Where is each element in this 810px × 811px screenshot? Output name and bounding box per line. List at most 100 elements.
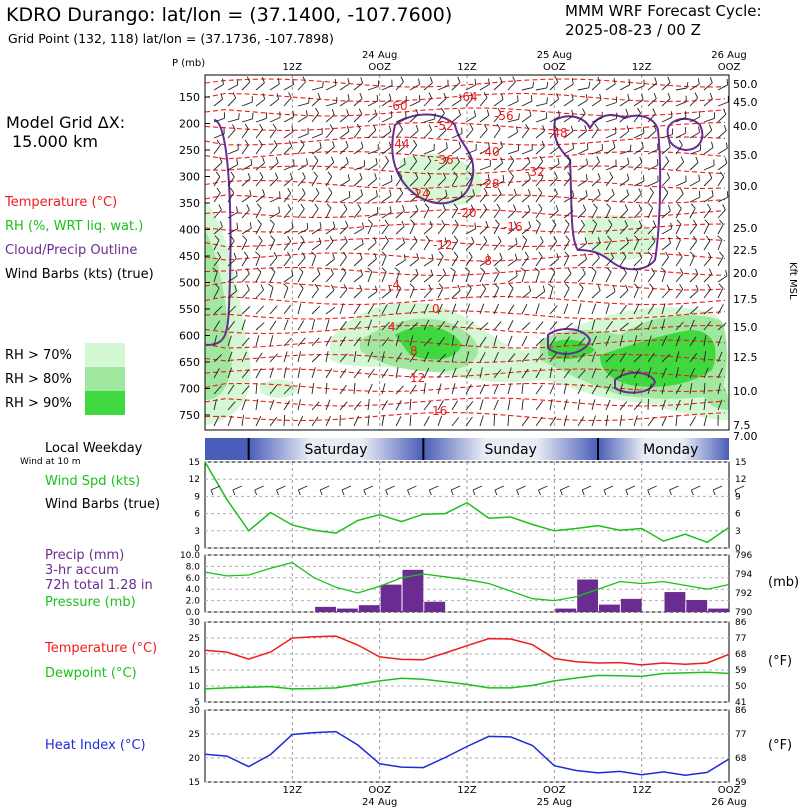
- wind-barb: [241, 204, 250, 219]
- isotherm-label: -48: [548, 126, 568, 140]
- wind-barb: [297, 188, 306, 203]
- wind-barb: [325, 351, 329, 363]
- wind-barb: [353, 189, 364, 203]
- precip-tick-label: 6.0: [186, 574, 201, 584]
- wind-barb: [717, 204, 726, 219]
- wind-barb: [493, 174, 505, 187]
- wind-barb: [661, 353, 671, 363]
- wind-barb: [549, 321, 558, 331]
- wind-barb: [577, 143, 589, 155]
- temp-tick-label-right: 59: [735, 666, 747, 676]
- heat-tick-label-right: 59: [735, 778, 747, 788]
- wind-height-note: Wind at 10 m: [20, 457, 81, 467]
- wind-barb: [227, 206, 238, 219]
- heat-tick-label-right: 77: [735, 730, 746, 740]
- wind-barb: [227, 335, 232, 347]
- wind-barb: [311, 237, 322, 251]
- wind-barb: [437, 400, 444, 411]
- surface-wind-barb: [516, 485, 526, 496]
- wind-barb: [255, 382, 258, 395]
- wind-barb: [255, 368, 262, 379]
- wind-barb: [675, 399, 681, 411]
- wind-barb: [241, 306, 251, 315]
- wind-barb: [423, 203, 430, 219]
- wind-barb: [549, 253, 559, 267]
- isotherm-line: [205, 165, 726, 175]
- wind-barb: [689, 156, 699, 171]
- wind-barb: [213, 353, 223, 363]
- wind-barb: [255, 93, 266, 107]
- day-segment: [248, 438, 424, 460]
- wind-barb: [394, 267, 400, 283]
- wind-barb: [297, 399, 301, 411]
- top-date-label: 24 Aug: [362, 50, 397, 61]
- wind-barb: [563, 251, 570, 267]
- isotherm-label: -64: [458, 90, 478, 104]
- isotherm-line: [205, 136, 726, 146]
- wind-barb: [297, 97, 310, 107]
- wind-barb: [269, 78, 280, 91]
- wind-barb: [353, 108, 363, 123]
- wind-barb: [241, 189, 252, 203]
- wind-barb: [297, 127, 309, 139]
- wind-barb: [465, 351, 470, 363]
- wind-barb: [591, 188, 601, 203]
- wind-barb: [451, 93, 462, 107]
- wind-barb: [227, 78, 239, 91]
- wind-barb: [479, 235, 488, 251]
- wind-barb: [591, 415, 596, 427]
- wind-tick-label: 15: [189, 458, 200, 468]
- wind-barb: [395, 321, 404, 331]
- wind-barb: [577, 383, 584, 395]
- wind-barb: [535, 219, 541, 235]
- wind-barb: [311, 155, 319, 171]
- wind-barb: [591, 399, 596, 411]
- wind-barb: [367, 236, 377, 251]
- wind-barb: [283, 222, 294, 235]
- legend-wind-barbs: Wind Barbs (kts) (true): [5, 267, 154, 282]
- wind-barb: [464, 267, 470, 283]
- wind-barb: [647, 187, 654, 203]
- wind-barb: [689, 174, 701, 187]
- wind-barb: [353, 172, 363, 187]
- wind-barb: [283, 400, 291, 411]
- wind-barb: [577, 190, 588, 203]
- wind-barb: [451, 203, 459, 219]
- wind-barb: [493, 252, 503, 267]
- wind-barb: [465, 401, 474, 411]
- wind-barb: [367, 383, 373, 395]
- wind-barb: [409, 219, 416, 235]
- wind-barb: [493, 369, 502, 379]
- wind-barb: [395, 123, 403, 139]
- wind-barb: [717, 124, 727, 139]
- wind-barb: [423, 77, 433, 91]
- wind-barb: [479, 174, 490, 187]
- wind-barb: [703, 159, 715, 171]
- wind-barb: [535, 353, 544, 363]
- wind-barb: [647, 283, 654, 299]
- top-time-label: 12Z: [283, 62, 303, 73]
- temp-tick-label-right: 50: [735, 682, 747, 692]
- wind-barb: [325, 382, 328, 395]
- wind-tick-label-right: 9: [735, 492, 741, 502]
- wind-barb: [423, 235, 431, 251]
- wind-barb: [619, 189, 630, 203]
- wind-barb: [367, 267, 373, 283]
- wind-barb: [521, 109, 532, 123]
- wind-barb: [409, 139, 418, 155]
- wind-barb: [213, 235, 220, 251]
- wind-barb: [661, 92, 671, 107]
- wind-barb: [297, 110, 308, 123]
- wind-barb: [605, 267, 612, 283]
- wind-barb: [283, 203, 292, 219]
- wind-barb: [479, 220, 489, 235]
- wind-barb: [675, 384, 682, 395]
- wind-barb: [325, 236, 334, 251]
- wind-barb: [423, 187, 431, 203]
- wind-barb: [689, 203, 696, 219]
- wind-barb: [325, 284, 335, 299]
- heat-tick-label: 20: [189, 754, 201, 764]
- wind-barb: [633, 142, 644, 155]
- isotherm-label: -28: [480, 177, 500, 191]
- wind-barb: [689, 110, 701, 123]
